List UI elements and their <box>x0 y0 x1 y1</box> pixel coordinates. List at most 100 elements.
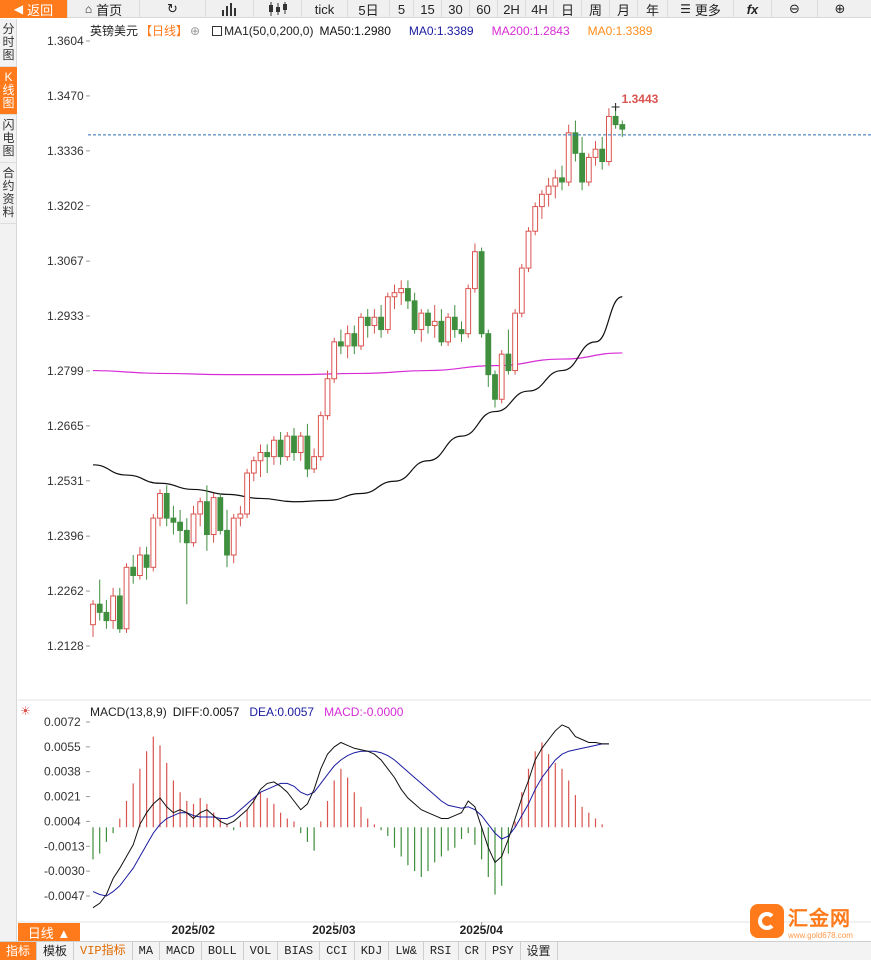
candle-body <box>224 529 230 556</box>
bar-chart-icon <box>221 3 236 16</box>
ma50-value: MA50:1.2980 <box>319 23 391 38</box>
back-button[interactable]: ◀ 返回 <box>0 0 68 18</box>
tab-settings[interactable]: 设置 <box>521 942 558 960</box>
macd-tick-label: -0.0030 <box>44 864 85 878</box>
candle-body <box>532 206 539 232</box>
candle-body <box>271 439 277 458</box>
side-tab-timeshare[interactable]: 分时图 <box>0 19 17 67</box>
refresh-button[interactable]: ↻ <box>140 0 206 18</box>
candle-body <box>384 296 391 331</box>
daily-period-button[interactable]: 日线 ▲ <box>18 923 80 941</box>
candle-body <box>478 251 485 335</box>
candle-body <box>458 329 465 335</box>
candle-body <box>405 288 411 302</box>
macd-tick-label: 0.0072 <box>44 715 81 729</box>
settings-icon[interactable]: ⊕ <box>190 23 201 38</box>
candle-body <box>518 267 525 314</box>
tab-macd[interactable]: MACD <box>160 942 202 960</box>
side-tab-contract[interactable]: 合约资料 <box>0 163 17 224</box>
candle-body <box>418 312 425 331</box>
top-toolbar: ◀ 返回 ⌂ 首页 ↻ tick 5日 5 15 30 60 2H 4H 日 周 月… <box>0 0 871 18</box>
home-label: 首页 <box>96 2 123 18</box>
candle-body <box>244 472 250 515</box>
symbol-name: 英镑美元 <box>90 24 139 38</box>
period-day[interactable]: 日 <box>554 0 582 18</box>
macd-legend: ☀ MACD(13,8,9) DIFF:0.0057 DEA:0.0057 MA… <box>20 704 403 719</box>
tab-lw[interactable]: LW& <box>389 942 424 960</box>
tab-bias[interactable]: BIAS <box>278 942 321 960</box>
period-year[interactable]: 年 <box>638 0 668 18</box>
candle-body <box>331 341 338 380</box>
brand-logo-icon <box>750 904 784 938</box>
price-axis: 1.3604 1.3470 1.3336 1.3202 1.3067 1.2933 1.27… <box>47 34 90 653</box>
home-button[interactable]: ⌂ 首页 <box>68 0 140 18</box>
tab-vol[interactable]: VOL <box>244 942 279 960</box>
ma200-line <box>92 352 623 376</box>
tab-template[interactable]: 模板 <box>37 942 75 960</box>
brand-name: 汇金网 <box>788 908 851 930</box>
period-5d[interactable]: 5日 <box>348 0 390 18</box>
tick-button[interactable]: tick <box>302 0 348 18</box>
candle-body <box>170 517 177 523</box>
candle-body <box>103 611 110 622</box>
period-2h[interactable]: 2H <box>498 0 526 18</box>
candle-body <box>599 148 606 163</box>
candle-body <box>150 517 157 568</box>
price-tick-label: 1.2531 <box>47 474 84 488</box>
candle-body <box>512 312 519 372</box>
tab-cci[interactable]: CCI <box>320 942 355 960</box>
macd-dea-line <box>92 743 609 897</box>
brand-logo: 汇金网 www.gold678.com <box>750 902 853 940</box>
formula-button[interactable]: fx <box>734 0 772 18</box>
indicator-checkbox-icon[interactable] <box>212 25 223 36</box>
price-tick-label: 1.3336 <box>47 144 84 158</box>
period-5[interactable]: 5 <box>390 0 414 18</box>
date-axis: 2025/02 2025/03 2025/04 <box>172 922 503 937</box>
chart-type-button[interactable] <box>206 0 254 18</box>
candle-body <box>297 435 304 454</box>
candle-body <box>498 353 505 400</box>
zoom-in-button[interactable]: ⊕ <box>818 0 862 18</box>
tab-indicator[interactable]: 指标 <box>0 942 38 960</box>
tab-boll[interactable]: BOLL <box>202 942 244 960</box>
macd-sun-icon[interactable]: ☀ <box>20 704 31 718</box>
period-week[interactable]: 周 <box>582 0 610 18</box>
price-tick-label: 1.3604 <box>47 34 84 48</box>
more-label: 更多 <box>694 2 721 18</box>
more-button[interactable]: ☰ 更多 <box>668 0 734 18</box>
period-4h[interactable]: 4H <box>526 0 554 18</box>
candle-body <box>90 603 96 626</box>
price-tick-label: 1.2933 <box>47 309 84 323</box>
macd-diff: DIFF:0.0057 <box>172 705 240 719</box>
candle-body <box>572 132 579 154</box>
macd-tick-label: -0.0013 <box>44 839 85 853</box>
period-60[interactable]: 60 <box>470 0 498 18</box>
candle-body <box>143 554 150 568</box>
candlesticks <box>90 106 626 637</box>
candle-body <box>264 452 271 458</box>
candle-body <box>451 316 458 331</box>
ma0-value-2: MA0:1.3389 <box>587 23 653 38</box>
period-30[interactable]: 30 <box>442 0 470 18</box>
candlestick-button[interactable] <box>254 0 302 18</box>
period-month[interactable]: 月 <box>610 0 638 18</box>
tab-psy[interactable]: PSY <box>486 942 521 960</box>
date-label: 2025/03 <box>312 923 356 937</box>
tab-kdj[interactable]: KDJ <box>355 942 390 960</box>
candle-body <box>472 251 478 290</box>
period-15[interactable]: 15 <box>414 0 442 18</box>
side-tab-flash[interactable]: 闪电图 <box>0 115 17 163</box>
price-tick-label: 1.2665 <box>47 419 84 433</box>
tab-rsi[interactable]: RSI <box>424 942 459 960</box>
candle-body <box>505 353 512 372</box>
tab-ma[interactable]: MA <box>133 942 161 960</box>
zoom-out-button[interactable]: ⊖ <box>772 0 818 18</box>
macd-title: MACD(13,8,9) <box>90 705 167 719</box>
tab-cr[interactable]: CR <box>459 942 486 960</box>
menu-icon: ☰ <box>680 2 691 16</box>
candle-body <box>130 566 137 576</box>
tab-vip-indicator[interactable]: VIP指标 <box>74 942 133 960</box>
candle-body <box>465 288 472 335</box>
